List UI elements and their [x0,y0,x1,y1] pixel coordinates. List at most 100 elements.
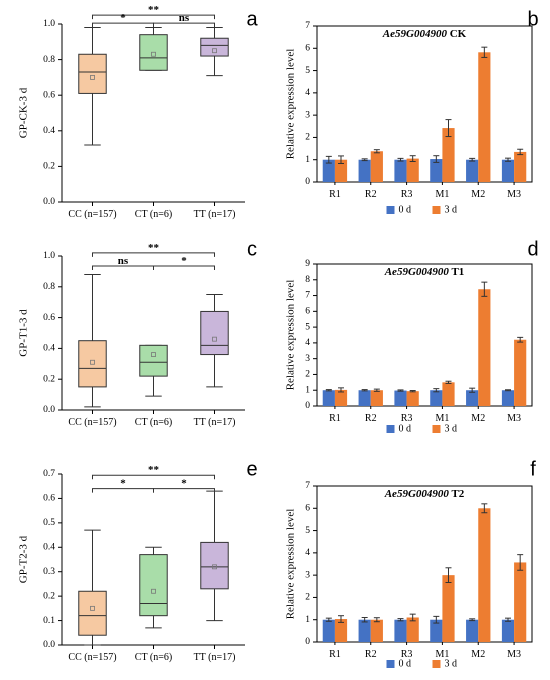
bar [466,619,479,642]
y-tick-label: 4 [305,88,310,98]
y-tick-label: 0.0 [43,640,55,650]
legend: 0 d 3 d [386,204,457,215]
legend-swatch [432,425,441,433]
bar [442,575,455,642]
bar [358,619,371,642]
bar-M1-0d [430,615,443,642]
bar [466,159,479,182]
bar-R3-0d [394,618,407,642]
y-tick-label: 7 [305,21,310,31]
y-tick-label: 0.8 [43,282,55,292]
significance-bracket: * [92,478,154,493]
bar [430,390,443,406]
significance-bracket: * [92,12,154,28]
bar [501,619,515,642]
bar [514,339,527,406]
box-3 [200,294,229,388]
panel-letter: a [246,8,258,30]
mean-marker [90,605,95,611]
y-tick-label: 5 [305,66,310,76]
panel-letter: e [246,458,257,480]
bar-M2-0d [466,387,479,406]
y-tick-label: 3 [305,110,310,120]
y-tick-label: 4 [305,338,310,348]
bar-R2-3d [370,617,383,642]
chart-title: Ae59G004900 T1 [384,266,465,278]
bar [466,390,479,406]
significance-label: ns [118,255,129,267]
box-2 [139,546,168,629]
mean-marker [151,588,156,594]
x-tick-label: CC (n=157) [68,209,116,220]
significance-bracket: ** [92,4,215,20]
bar [358,159,371,182]
panel-letter: d [527,238,538,260]
panel-a: a 0.0 0.2 0.4 0.6 0.8 1.0 GP-CK-3 d CC (n=157) CT… [18,4,259,220]
bar [478,508,491,642]
bar [406,158,419,182]
box-iqr [139,344,168,377]
bar [478,289,491,406]
bracket-line [92,252,215,257]
x-tick-label: R1 [329,413,341,424]
significance-label: ns [179,12,190,24]
x-tick-label: CT (n=6) [135,652,172,663]
y-tick-label: 0 [305,177,310,187]
significance-bracket: * [153,255,215,271]
y-tick-label: 1.0 [43,251,55,261]
y-tick-label: 0.4 [43,126,55,136]
bar [322,159,335,182]
box-iqr [200,37,229,57]
y-tick-label: 2 [305,370,310,380]
chart-title: Ae59G004900 T2 [384,488,465,500]
y-tick-label: 3 [305,354,310,364]
x-tick-label: R2 [365,189,377,200]
significance-label: * [120,12,126,24]
x-tick-label: TT (n=17) [194,652,236,663]
bar [334,389,348,406]
bar [370,390,383,406]
y-tick-label: 1.0 [43,19,55,29]
box-iqr [78,590,107,636]
bar-M3-0d [501,617,515,642]
significance-bracket: ** [92,242,215,257]
panel-letter: c [247,238,257,260]
x-tick-label: M3 [507,189,521,200]
bar-M3-3d [514,336,527,406]
bar-R1-3d [334,155,348,182]
x-tick-label: R2 [365,413,377,424]
x-tick-label: CT (n=6) [135,209,172,220]
bar [501,390,515,406]
significance-label: ** [148,464,160,476]
x-tick-label: R2 [365,649,377,660]
y-tick-label: 0.2 [43,591,55,601]
y-tick-label: 2 [305,593,310,603]
bar [334,619,348,642]
bar-R3-3d [406,390,419,406]
bar-R3-0d [394,389,407,406]
bar [442,382,455,406]
bar-R1-0d [322,389,335,406]
legend: 0 d 3 d [386,423,457,434]
bar-R3-3d [406,613,419,642]
panel-letter: f [530,458,536,480]
y-tick-label: 0.6 [43,494,55,504]
mean-marker [212,48,217,54]
bar [430,619,443,642]
y-tick-label: 7 [305,291,310,301]
bar-R1-3d [334,615,348,642]
bar-M1-3d [442,119,455,182]
x-tick-label: M2 [471,189,485,200]
y-tick-label: 6 [305,503,310,513]
bar-M3-0d [501,389,515,406]
y-tick-label: 0.7 [43,469,55,479]
bar [501,159,515,182]
x-tick-label: M3 [507,413,521,424]
x-tick-label: M3 [507,649,521,660]
bracket-line [92,474,215,480]
y-tick-label: 1 [305,385,310,395]
bar-M2-0d [466,618,479,642]
box-1 [78,27,107,146]
panel-c: c 0.0 0.2 0.4 0.6 0.8 1.0 GP-T1-3 d CC (n=157) CT… [18,238,257,428]
chart-title-gene: Ae59G004900 [382,28,448,40]
